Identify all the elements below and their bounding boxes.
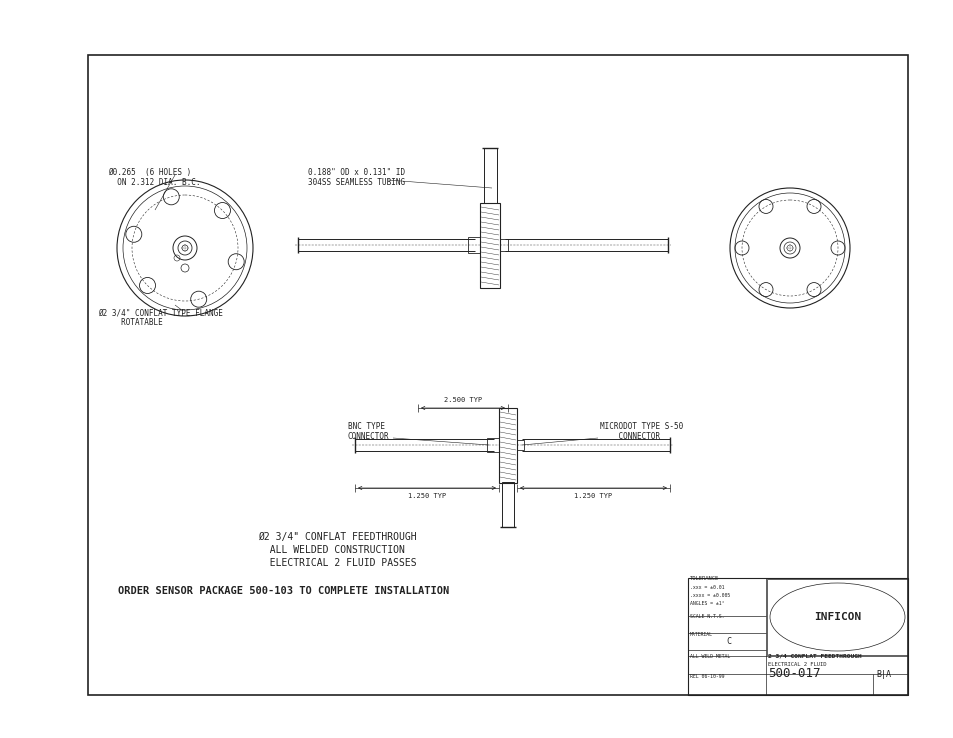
- Text: MATERIAL: MATERIAL: [689, 632, 712, 637]
- Bar: [88, 55, 907, 695]
- Text: ALL WELD METAL: ALL WELD METAL: [689, 654, 729, 659]
- Bar: [483, 148, 497, 203]
- Bar: [517, 440, 523, 450]
- Text: BNC TYPE
CONNECTOR: BNC TYPE CONNECTOR: [348, 422, 389, 441]
- Text: .xxx = ±0.01: .xxx = ±0.01: [689, 585, 723, 590]
- Text: Ø2 3/4" CONFLAT FEEDTHROUGH: Ø2 3/4" CONFLAT FEEDTHROUGH: [257, 532, 416, 542]
- Text: 1.250 TYP: 1.250 TYP: [408, 493, 446, 499]
- Bar: [499, 239, 507, 251]
- Text: ELECTRICAL 2 FLUID PASSES: ELECTRICAL 2 FLUID PASSES: [257, 558, 416, 568]
- Text: ELECTRICAL 2 FLUID: ELECTRICAL 2 FLUID: [767, 662, 825, 667]
- Bar: [766, 579, 907, 655]
- Text: ORDER SENSOR PACKAGE 500-103 TO COMPLETE INSTALLATION: ORDER SENSOR PACKAGE 500-103 TO COMPLETE…: [118, 586, 449, 596]
- Bar: [501, 482, 514, 527]
- Text: SCALE N.T.S.: SCALE N.T.S.: [689, 614, 723, 619]
- Text: 500-017: 500-017: [767, 667, 820, 680]
- Text: INFICON: INFICON: [813, 612, 861, 622]
- Text: Ø0.265  (6 HOLES )
  ON 2.312 DIA. B.C.: Ø0.265 (6 HOLES ) ON 2.312 DIA. B.C.: [108, 168, 200, 187]
- Bar: [687, 578, 907, 695]
- Text: C: C: [725, 637, 730, 646]
- Text: .xxxx = ±0.005: .xxxx = ±0.005: [689, 593, 729, 598]
- Bar: [468, 237, 479, 253]
- Bar: [498, 408, 517, 483]
- Text: MICRODOT TYPE S-50
    CONNECTOR: MICRODOT TYPE S-50 CONNECTOR: [599, 422, 682, 441]
- Text: B|A: B|A: [875, 670, 890, 679]
- Text: ANGLES = ±1°: ANGLES = ±1°: [689, 601, 723, 606]
- Text: REL 06-10-99: REL 06-10-99: [689, 674, 723, 679]
- Text: 2 3/4 CONFLAT FEEDTHROUGH: 2 3/4 CONFLAT FEEDTHROUGH: [767, 654, 861, 659]
- Text: Ø2 3/4" CONFLAT TYPE FLANGE
     ROTATABLE: Ø2 3/4" CONFLAT TYPE FLANGE ROTATABLE: [98, 308, 223, 328]
- Bar: [486, 438, 498, 452]
- Text: ALL WELDED CONSTRUCTION: ALL WELDED CONSTRUCTION: [257, 545, 404, 555]
- Bar: [479, 203, 499, 288]
- Text: 2.500 TYP: 2.500 TYP: [443, 397, 481, 403]
- Text: TOLERANCE: TOLERANCE: [689, 576, 719, 581]
- Text: 1.250 TYP: 1.250 TYP: [574, 493, 612, 499]
- Text: 0.188" OD x 0.131" ID
304SS SEAMLESS TUBING: 0.188" OD x 0.131" ID 304SS SEAMLESS TUB…: [308, 168, 405, 187]
